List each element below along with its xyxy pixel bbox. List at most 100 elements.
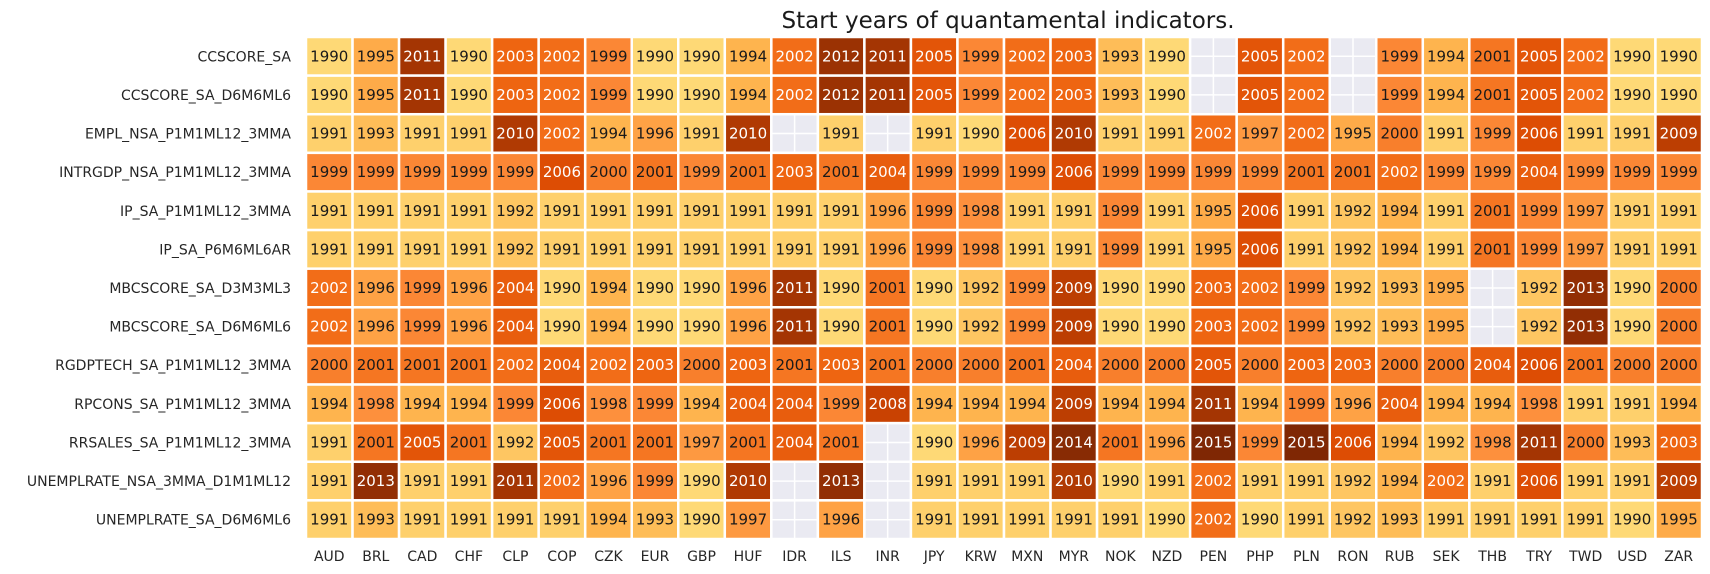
heatmap-cell: [1654, 74, 1704, 116]
cell-value-label: 2004: [869, 163, 907, 181]
cell-value-label: 1999: [1148, 163, 1186, 181]
cell-value-label: 2003: [636, 356, 674, 374]
cell-value-label: 2011: [869, 47, 907, 65]
row-labels: CCSCORE_SA CCSCORE_SA_D6M6ML6 EMPL_NSA_P1M…: [27, 49, 292, 528]
cell-value-label: 2004: [1380, 395, 1418, 413]
cell-value-label: 1991: [682, 240, 720, 258]
cell-value-label: 2000: [962, 356, 1000, 374]
cell-value-label: 2001: [822, 433, 860, 451]
cell-value-label: 1991: [1287, 511, 1325, 529]
heatmap-cell: [537, 421, 587, 464]
cell-value-label: 2002: [543, 86, 581, 104]
cell-value-label: 1994: [1380, 240, 1418, 258]
cell-value-label: 2000: [1101, 356, 1139, 374]
cell-value-label: 2001: [1008, 356, 1046, 374]
cell-value-label: 2011: [776, 279, 814, 297]
cell-value-label: 1991: [1287, 240, 1325, 258]
cell-value-label: 1993: [1101, 47, 1139, 65]
cell-value-label: 2001: [1474, 47, 1512, 65]
cell-value-label: 1990: [310, 47, 348, 65]
cell-value-label: 2011: [403, 47, 441, 65]
cell-value-label: 1999: [1380, 86, 1418, 104]
cell-value-label: 1991: [543, 240, 581, 258]
heatmap-cell: [956, 228, 1006, 270]
cell-value-label: 1991: [915, 125, 953, 143]
row-label: MBCSCORE_SA_D6M6ML6: [109, 320, 291, 336]
heatmap-cell: [1654, 421, 1704, 464]
heatmap-cell: [1095, 228, 1145, 270]
cell-value-label: 1994: [1660, 395, 1698, 413]
cell-value-label: 2001: [357, 433, 395, 451]
cell-value-label: 1995: [1427, 318, 1465, 336]
cell-value-label: 1991: [1427, 202, 1465, 220]
heatmap-cell: [1375, 460, 1425, 502]
heatmap-cell: [1328, 421, 1378, 464]
cell-value-label: 1999: [1660, 163, 1698, 181]
cell-value-label: 1990: [1613, 86, 1651, 104]
cell-value-label: 2006: [1520, 356, 1558, 374]
cell-value-label: 1994: [589, 279, 627, 297]
heatmap-cell: [1235, 228, 1285, 270]
cell-value-label: 1994: [1148, 395, 1186, 413]
column-label: PHP: [1246, 549, 1273, 565]
missing-cell-gridline: [864, 500, 911, 539]
cell-value-label: 1991: [1148, 125, 1186, 143]
cell-value-label: 1991: [310, 202, 348, 220]
cell-value-label: 1991: [729, 202, 767, 220]
cell-value-label: 1992: [1334, 511, 1372, 529]
cell-value-label: 2010: [1055, 125, 1093, 143]
cell-value-label: 2001: [1474, 86, 1512, 104]
cell-value-label: 1999: [1008, 279, 1046, 297]
heatmap-cell: [1561, 112, 1611, 155]
column-label: CLP: [502, 549, 528, 565]
cell-value-label: 2009: [1660, 125, 1698, 143]
heatmap-cell: [1188, 383, 1238, 425]
heatmap-cell: [1561, 460, 1611, 502]
heatmap-cell: [1514, 112, 1564, 155]
row-label: RGDPTECH_SA_P1M1ML12_3MMA: [55, 358, 291, 374]
cell-value-label: 2000: [1380, 356, 1418, 374]
cell-value-label: 1991: [1241, 472, 1279, 490]
heatmap-cell: [723, 383, 773, 425]
cell-value-label: 1990: [543, 318, 581, 336]
cell-value-label: 2000: [1660, 356, 1698, 374]
cell-value-label: 1994: [1008, 395, 1046, 413]
cell-value-label: 2006: [543, 163, 581, 181]
cell-value-label: 1999: [915, 202, 953, 220]
column-label: NZD: [1151, 549, 1182, 565]
cell-value-label: 1999: [962, 163, 1000, 181]
heatmap-cell: [1281, 228, 1331, 270]
cell-value-label: 1991: [310, 472, 348, 490]
heatmap-cell: [1561, 383, 1611, 425]
column-label: COP: [547, 549, 576, 565]
column-label: BRL: [362, 549, 389, 565]
cell-value-label: 1999: [1241, 433, 1279, 451]
cell-value-label: 1992: [1334, 202, 1372, 220]
missing-cell-gridline: [771, 114, 818, 153]
cell-value-label: 1992: [962, 318, 1000, 336]
cell-value-label: 1998: [1520, 395, 1558, 413]
cell-value-label: 1990: [450, 47, 488, 65]
column-label: SEK: [1433, 549, 1461, 565]
cell-value-label: 1991: [776, 202, 814, 220]
cell-value-label: 1991: [729, 240, 767, 258]
heatmap-cell: [1561, 228, 1611, 270]
cell-value-label: 2005: [1241, 47, 1279, 65]
column-label: PLN: [1293, 549, 1320, 565]
heatmap-cell: [1142, 35, 1192, 77]
cell-value-label: 1991: [1101, 125, 1139, 143]
cell-value-label: 2002: [1427, 472, 1465, 490]
column-label: TWD: [1568, 549, 1602, 565]
column-label: THB: [1477, 549, 1507, 565]
cell-value-label: 1990: [636, 47, 674, 65]
missing-cell-gridline: [1329, 75, 1377, 115]
heatmap-cell: [1281, 460, 1331, 502]
cell-value-label: 2001: [357, 356, 395, 374]
cell-value-label: 1991: [496, 511, 534, 529]
cell-value-label: 2001: [869, 356, 907, 374]
missing-cell-gridline: [864, 114, 911, 153]
cell-value-label: 1990: [636, 86, 674, 104]
cell-value-label: 2004: [1474, 356, 1512, 374]
cell-value-label: 2003: [1287, 356, 1325, 374]
cell-value-label: 2011: [1520, 433, 1558, 451]
